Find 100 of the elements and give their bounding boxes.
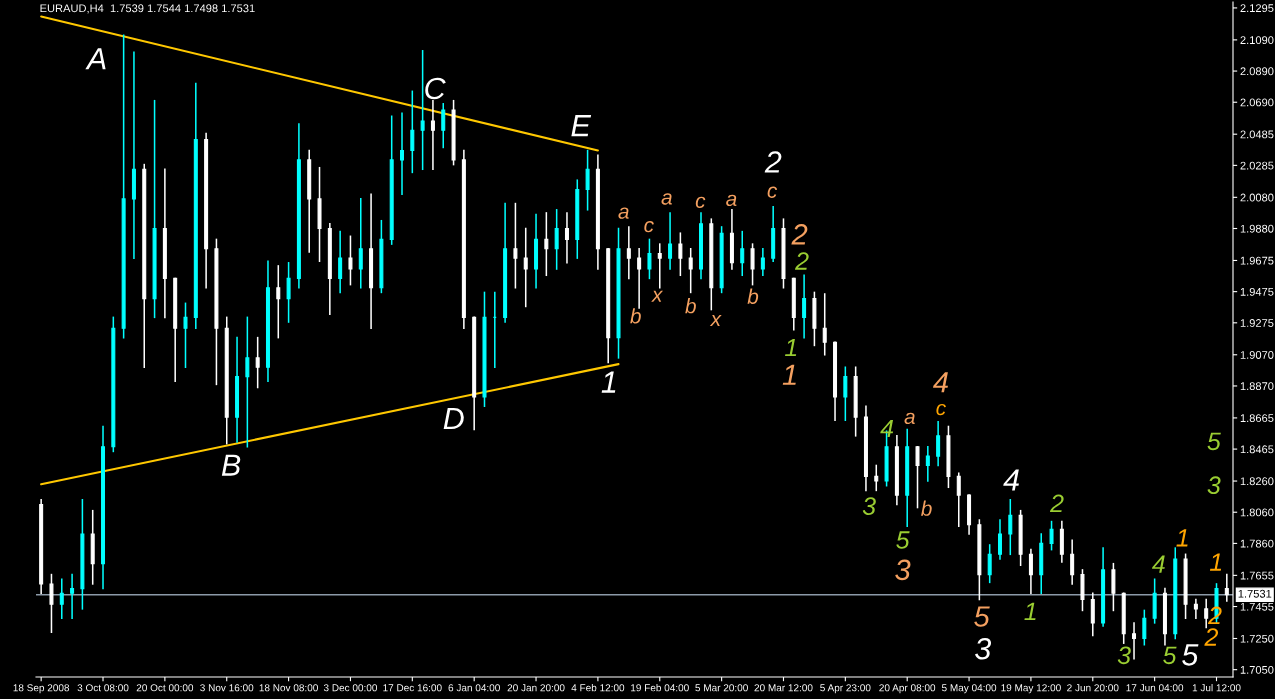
candlestick — [544, 212, 549, 277]
candlestick — [400, 112, 405, 195]
annotation: b — [747, 288, 759, 304]
annotation: 3 — [862, 497, 876, 515]
candlestick — [987, 544, 992, 584]
candlestick — [1008, 498, 1013, 556]
annotation: 5 — [1163, 646, 1177, 665]
candlestick — [750, 243, 755, 286]
candlestick — [678, 232, 683, 277]
x-tick-label: 17 Dec 16:00 — [383, 684, 442, 692]
candlestick — [245, 316, 250, 448]
candlestick — [523, 227, 528, 308]
candlestick — [802, 274, 807, 339]
y-tick-label: 2.0080 — [1240, 193, 1274, 202]
candlestick — [585, 149, 590, 211]
x-tick-label: 17 Jun 04:00 — [1126, 684, 1184, 692]
y-tick-label: 1.9880 — [1240, 224, 1274, 233]
candlestick — [874, 464, 879, 492]
annotation: 5 — [974, 606, 990, 627]
annotation: 1 — [601, 371, 616, 393]
annotation: 1 — [1024, 602, 1036, 621]
annotation: c — [695, 196, 706, 209]
candlestick — [637, 248, 642, 309]
x-tick-label: 5 May 04:00 — [941, 684, 997, 694]
annotation: 4 — [1003, 469, 1019, 491]
candlestick — [358, 198, 363, 289]
y-tick-label: 1.9070 — [1240, 351, 1274, 359]
x-tick-label: 19 May 12:00 — [1001, 684, 1061, 694]
x-tick-label: 18 Nov 08:00 — [259, 684, 318, 692]
annotation: 3 — [975, 637, 992, 660]
annotation: 2 — [794, 252, 809, 270]
annotation: D — [443, 408, 464, 430]
annotation: a — [726, 194, 737, 207]
x-tick-label: 19 Feb 04:00 — [631, 683, 689, 692]
x-tick-label: 5 Apr 23:00 — [820, 684, 871, 694]
annotation: 4 — [880, 419, 894, 438]
candlestick — [286, 262, 291, 323]
annotation: b — [685, 298, 696, 314]
candlestick — [688, 248, 693, 294]
x-tick-label: 6 Jan 04:00 — [448, 684, 500, 692]
annotation: 2 — [1049, 494, 1064, 513]
annotation: 2 — [764, 151, 782, 173]
x-tick-label: 2 Jun 20:00 — [1067, 684, 1119, 692]
y-tick-label: 1.8665 — [1240, 414, 1274, 423]
x-tick-label: 1 Jul 12:00 — [1192, 683, 1241, 692]
x-tick-label: 4 Feb 12:00 — [571, 683, 625, 692]
annotation: 5 — [1182, 644, 1199, 666]
annotation: 3 — [895, 559, 911, 581]
candlestick — [1090, 592, 1095, 637]
candlestick — [410, 90, 415, 174]
candlestick — [1204, 598, 1209, 629]
y-tick-label: 1.7860 — [1240, 539, 1274, 548]
annotation: 4 — [933, 372, 948, 393]
candlestick — [420, 50, 425, 171]
candlestick — [49, 573, 54, 634]
annotation: 1 — [782, 364, 796, 385]
annotation: 3 — [1207, 476, 1221, 495]
candlestick — [276, 265, 281, 339]
annotation: 1 — [1176, 529, 1188, 547]
chart-title: EURAUD,H4 1.7539 1.7544 1.7498 1.7531 — [40, 4, 255, 14]
annotation: 4 — [1151, 555, 1165, 573]
candlestick — [760, 248, 765, 277]
candlestick — [956, 472, 961, 528]
candlestick — [668, 212, 673, 270]
annotation: 2 — [791, 224, 808, 245]
candlestick — [843, 366, 848, 422]
x-tick-label: 3 Dec 00:00 — [323, 684, 378, 692]
candlestick — [647, 238, 652, 280]
y-tick-label: 1.7455 — [1240, 602, 1274, 611]
annotation: c — [767, 186, 778, 198]
annotation: C — [425, 77, 446, 100]
candlestick — [657, 243, 662, 289]
x-tick-label: 5 Mar 20:00 — [695, 684, 748, 692]
candlestick — [925, 445, 930, 482]
candlestick — [513, 202, 518, 289]
x-tick-label: 20 Oct 00:00 — [136, 684, 194, 692]
y-tick-label: 2.0890 — [1240, 67, 1274, 76]
candlestick — [740, 230, 745, 277]
annotation: 1 — [1209, 553, 1222, 571]
annotation: c — [644, 220, 654, 233]
annotation: 5 — [896, 531, 910, 549]
y-tick-label: 1.7250 — [1240, 634, 1274, 643]
candlestick — [59, 578, 64, 619]
candlestick — [70, 573, 75, 619]
annotation: 3 — [1117, 646, 1131, 665]
y-tick-label: 2.0690 — [1240, 98, 1274, 107]
candlestick — [441, 103, 446, 149]
candlestick — [348, 235, 353, 286]
candlestick — [183, 302, 188, 369]
candlestick — [564, 212, 569, 264]
candlestick — [1193, 598, 1198, 619]
y-tick-label: 2.1295 — [1240, 4, 1274, 13]
candlestick — [1224, 573, 1229, 602]
y-tick-label: 2.1090 — [1240, 36, 1274, 45]
annotation: a — [618, 207, 629, 219]
annotation: A — [85, 48, 106, 70]
annotation: B — [221, 454, 241, 476]
y-tick-label: 1.9275 — [1240, 319, 1274, 327]
candlestick — [1070, 539, 1075, 585]
annotation: x — [709, 314, 722, 326]
